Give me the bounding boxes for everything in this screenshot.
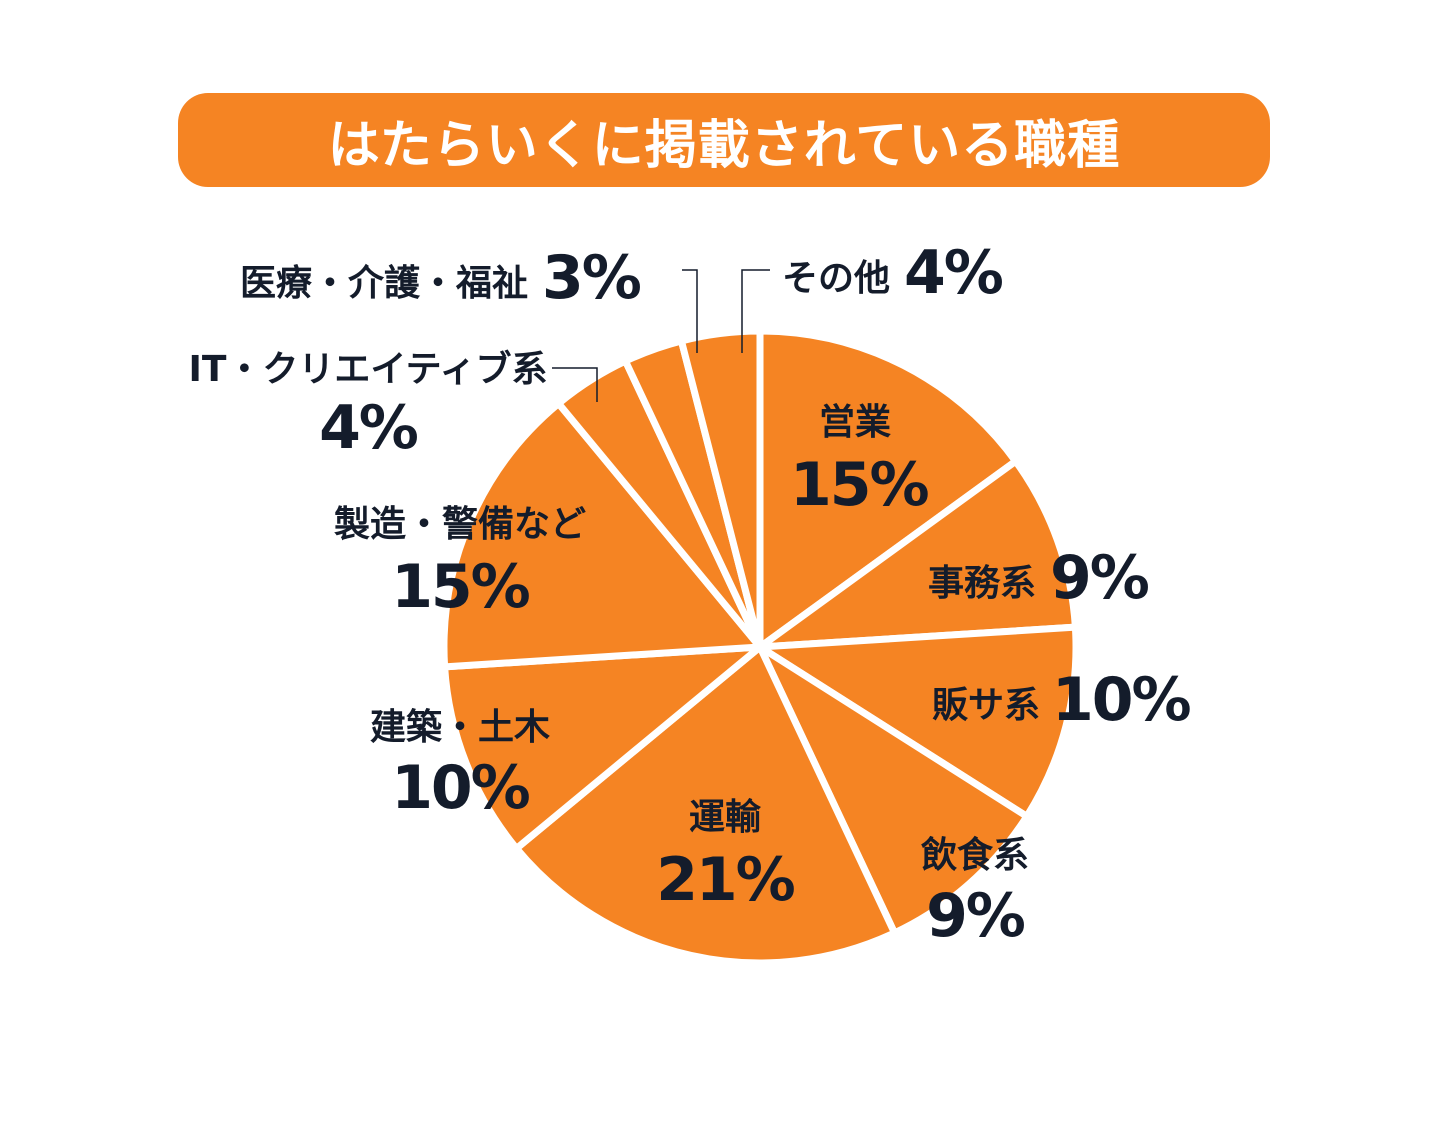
leader-line-medical-care [682,269,698,353]
slice-label-transport: 運輸 21% [656,797,796,915]
pie-slice-construction [441,643,764,852]
slice-label-other: その他 4% [782,238,1004,308]
slice-label-manufacturing: 製造・警備など 15% [333,504,586,622]
slice-label-office: 事務系 9% [928,543,1150,613]
title-banner: はたらいくに掲載されている職種 [178,93,1270,187]
slice-label-retail-service: 販サ系 10% [932,665,1192,735]
pie-slice-manufacturing [440,400,764,671]
pie-slice-transport [513,643,899,967]
chart-title: はたらいくに掲載されている職種 [327,115,1121,176]
slice-label-it-creative: IT・クリエイティブ系 4% [188,349,548,463]
slice-label-medical-care: 医療・介護・福祉 3% [240,243,642,313]
slice-label-construction: 建築・土木 10% [369,707,550,823]
pie-slice-office [756,457,1079,651]
slice-label-sales: 営業 15% [790,402,930,520]
pie-slice-food [756,643,1031,937]
slice-label-food: 飲食系 9% [920,835,1029,951]
leader-line-other [741,269,770,353]
leader-line-it-creative [552,367,598,402]
pie-slice-retail-service [756,623,1080,820]
pie-slice-other [677,327,764,651]
pie-slice-sales [756,327,1020,651]
